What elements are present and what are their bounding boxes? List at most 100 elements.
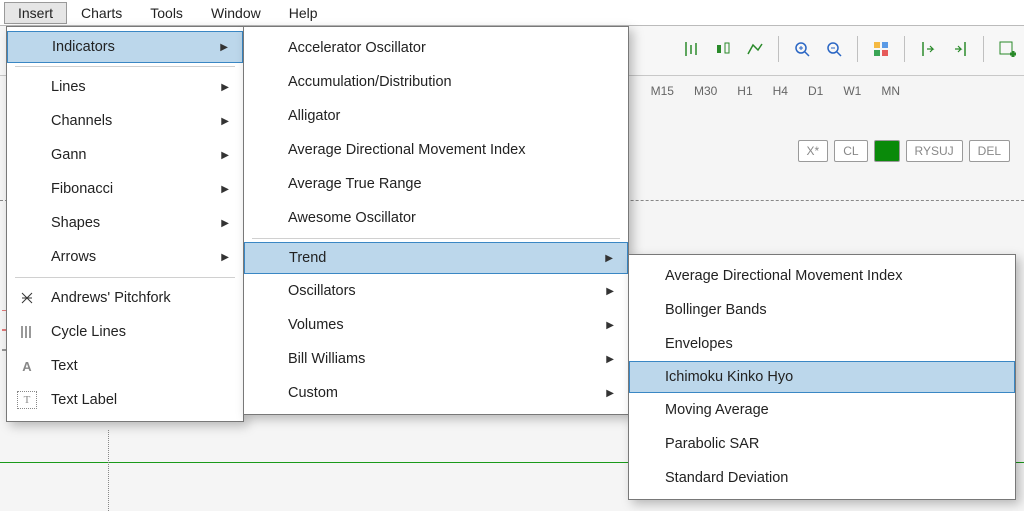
dd-label: Bollinger Bands xyxy=(665,302,767,318)
panels-icon[interactable] xyxy=(868,36,894,62)
submenu-arrow-icon: ▶ xyxy=(606,320,614,331)
tf-w1[interactable]: W1 xyxy=(839,82,865,100)
menu-item-shapes[interactable]: Shapes▶ xyxy=(7,206,243,240)
menu-item-oscillators[interactable]: Oscillators▶ xyxy=(244,274,628,308)
tf-h4[interactable]: H4 xyxy=(769,82,792,100)
tf-d1[interactable]: D1 xyxy=(804,82,827,100)
submenu-arrow-icon: ▶ xyxy=(221,218,229,229)
line-icon[interactable] xyxy=(742,36,768,62)
menu-insert[interactable]: Insert xyxy=(4,2,67,24)
dd-label: Text Label xyxy=(51,392,117,408)
menu-label: Help xyxy=(289,5,318,21)
menu-help[interactable]: Help xyxy=(275,2,332,24)
dd-label: Alligator xyxy=(288,108,340,124)
add-chart-icon[interactable] xyxy=(994,36,1020,62)
menu-item-custom[interactable]: Custom▶ xyxy=(244,376,628,410)
dd-label: Envelopes xyxy=(665,336,733,352)
menu-item-indicators[interactable]: Indicators ▶ xyxy=(7,31,243,63)
dd-label: Oscillators xyxy=(288,283,356,299)
menu-item-pitchfork[interactable]: Andrews' Pitchfork xyxy=(7,281,243,315)
dd-label: Standard Deviation xyxy=(665,470,788,486)
bars-icon[interactable] xyxy=(678,36,704,62)
menu-charts[interactable]: Charts xyxy=(67,2,136,24)
shift-icon[interactable] xyxy=(915,36,941,62)
timeframe-row: M15 M30 H1 H4 D1 W1 MN xyxy=(647,82,904,100)
dd-label: Awesome Oscillator xyxy=(288,210,416,226)
menu-tools[interactable]: Tools xyxy=(136,2,197,24)
tf-h1[interactable]: H1 xyxy=(733,82,756,100)
menu-item-accelerator[interactable]: Accelerator Oscillator xyxy=(244,31,628,65)
menu-item-awesome[interactable]: Awesome Oscillator xyxy=(244,201,628,235)
menu-label: Insert xyxy=(18,5,53,21)
menu-item-cycle-lines[interactable]: Cycle Lines xyxy=(7,315,243,349)
submenu-arrow-icon: ▶ xyxy=(606,354,614,365)
toolbar-sep xyxy=(904,36,905,62)
menu-item-gann[interactable]: Gann▶ xyxy=(7,138,243,172)
dd-label: Lines xyxy=(51,79,86,95)
menu-separator xyxy=(15,277,235,278)
submenu-arrow-icon: ▶ xyxy=(221,184,229,195)
tf-m30[interactable]: M30 xyxy=(690,82,721,100)
tf-m15[interactable]: M15 xyxy=(647,82,678,100)
toolbar-icons xyxy=(678,36,1020,62)
menu-item-bollinger[interactable]: Bollinger Bands xyxy=(629,293,1015,327)
dd-label: Moving Average xyxy=(665,402,769,418)
menu-item-text[interactable]: AText xyxy=(7,349,243,383)
menu-item-bill-williams[interactable]: Bill Williams ▶ xyxy=(244,342,628,376)
menu-item-accdist[interactable]: Accumulation/Distribution xyxy=(244,65,628,99)
menu-item-adx[interactable]: Average Directional Movement Index xyxy=(244,133,628,167)
dd-label: Volumes xyxy=(288,317,344,333)
dd-label: Bill Williams xyxy=(288,351,365,367)
dd-label: Gann xyxy=(51,147,86,163)
btn-xstar[interactable]: X* xyxy=(798,140,829,162)
menu-item-channels[interactable]: Channels▶ xyxy=(7,104,243,138)
toolbar-sep xyxy=(778,36,779,62)
menu-item-fibonacci[interactable]: Fibonacci ▶ xyxy=(7,172,243,206)
zoom-out-icon[interactable] xyxy=(821,36,847,62)
tf-mn[interactable]: MN xyxy=(877,82,904,100)
menu-separator xyxy=(252,238,620,239)
btn-del[interactable]: DEL xyxy=(969,140,1010,162)
dropdown-indicators: Accelerator Oscillator Accumulation/Dist… xyxy=(243,26,629,415)
menu-item-arrows[interactable]: Arrows▶ xyxy=(7,240,243,274)
text-label-icon: T xyxy=(17,391,37,409)
menu-item-std-dev[interactable]: Standard Deviation xyxy=(629,461,1015,495)
pitchfork-icon xyxy=(17,289,37,307)
dd-label: Custom xyxy=(288,385,338,401)
menu-separator xyxy=(15,66,235,67)
menu-item-ichimoku[interactable]: Ichimoku Kinko Hyo xyxy=(629,361,1015,393)
menu-item-volumes[interactable]: Volumes ▶ xyxy=(244,308,628,342)
menu-item-adx2[interactable]: Average Directional Movement Index xyxy=(629,259,1015,293)
dd-label: Parabolic SAR xyxy=(665,436,759,452)
dd-label: Channels xyxy=(51,113,112,129)
menu-item-text-label[interactable]: T Text Label xyxy=(7,383,243,417)
menu-item-lines[interactable]: Lines ▶ xyxy=(7,70,243,104)
toolbar-sep xyxy=(983,36,984,62)
dd-label: Cycle Lines xyxy=(51,324,126,340)
menu-label: Charts xyxy=(81,5,122,21)
toolbar-sep xyxy=(857,36,858,62)
dd-label: Ichimoku Kinko Hyo xyxy=(665,369,793,385)
menu-item-envelopes[interactable]: Envelopes xyxy=(629,327,1015,361)
menu-item-parabolic-sar[interactable]: Parabolic SAR xyxy=(629,427,1015,461)
text-icon: A xyxy=(17,357,37,375)
dropdown-trend: Average Directional Movement Index Bolli… xyxy=(628,254,1016,500)
menu-label: Tools xyxy=(150,5,183,21)
dd-label: Trend xyxy=(289,250,326,266)
menu-item-moving-average[interactable]: Moving Average xyxy=(629,393,1015,427)
menu-window[interactable]: Window xyxy=(197,2,275,24)
dd-label: Accumulation/Distribution xyxy=(288,74,452,90)
candles-icon[interactable] xyxy=(710,36,736,62)
menu-item-alligator[interactable]: Alligator xyxy=(244,99,628,133)
btn-cl[interactable]: CL xyxy=(834,140,867,162)
zoom-in-icon[interactable] xyxy=(789,36,815,62)
btn-rysuj[interactable]: RYSUJ xyxy=(906,140,963,162)
menu-item-atr[interactable]: Average True Range xyxy=(244,167,628,201)
dd-label: Fibonacci xyxy=(51,181,113,197)
menubar: Insert Charts Tools Window Help xyxy=(0,0,1024,26)
menu-item-trend[interactable]: Trend▶ xyxy=(244,242,628,274)
scroll-icon[interactable] xyxy=(947,36,973,62)
btn-color-swatch[interactable] xyxy=(874,140,900,162)
submenu-arrow-icon: ▶ xyxy=(221,82,229,93)
cycle-icon xyxy=(17,323,37,341)
